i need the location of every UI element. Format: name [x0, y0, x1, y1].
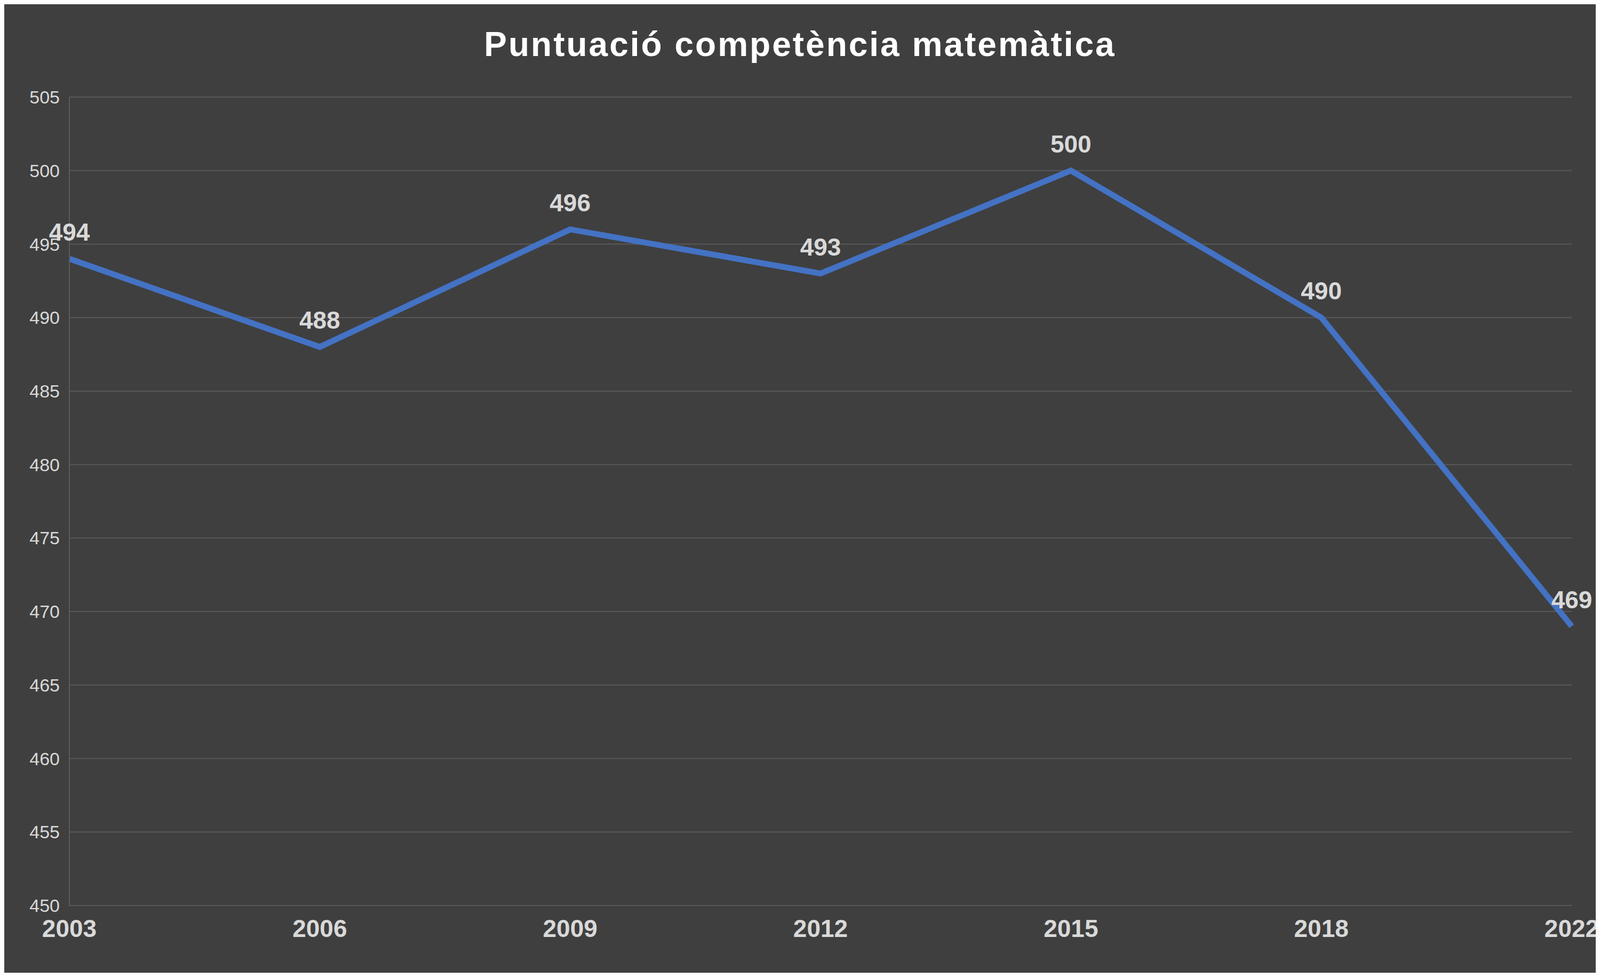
svg-text:496: 496: [549, 188, 591, 217]
svg-text:2018: 2018: [1293, 914, 1349, 943]
svg-text:493: 493: [800, 233, 842, 261]
svg-text:485: 485: [29, 380, 60, 402]
svg-text:490: 490: [29, 307, 60, 328]
svg-text:470: 470: [29, 601, 60, 622]
svg-text:465: 465: [29, 674, 60, 696]
svg-text:455: 455: [29, 821, 60, 842]
svg-text:488: 488: [299, 306, 341, 334]
svg-text:2022: 2022: [1544, 914, 1596, 943]
html-text:Puntuació competència matemàti: Puntuació competència matemàtica: [484, 25, 1116, 64]
svg-text:2009: 2009: [542, 914, 597, 943]
svg-text:490: 490: [1300, 276, 1342, 305]
svg-text:475: 475: [29, 527, 60, 548]
svg-text:2003: 2003: [42, 914, 97, 943]
svg-text:450: 450: [29, 895, 60, 916]
svg-text:2012: 2012: [793, 914, 848, 943]
svg-text:500: 500: [1050, 130, 1092, 158]
svg-text:2015: 2015: [1043, 914, 1098, 943]
svg-text:505: 505: [29, 86, 60, 108]
svg-text:494: 494: [49, 218, 91, 246]
svg-text:480: 480: [29, 454, 60, 475]
svg-text:469: 469: [1551, 585, 1593, 614]
svg-text:500: 500: [29, 160, 60, 181]
svg-text:495: 495: [29, 233, 60, 255]
svg-text:2006: 2006: [292, 914, 347, 943]
svg-text:460: 460: [29, 748, 60, 769]
